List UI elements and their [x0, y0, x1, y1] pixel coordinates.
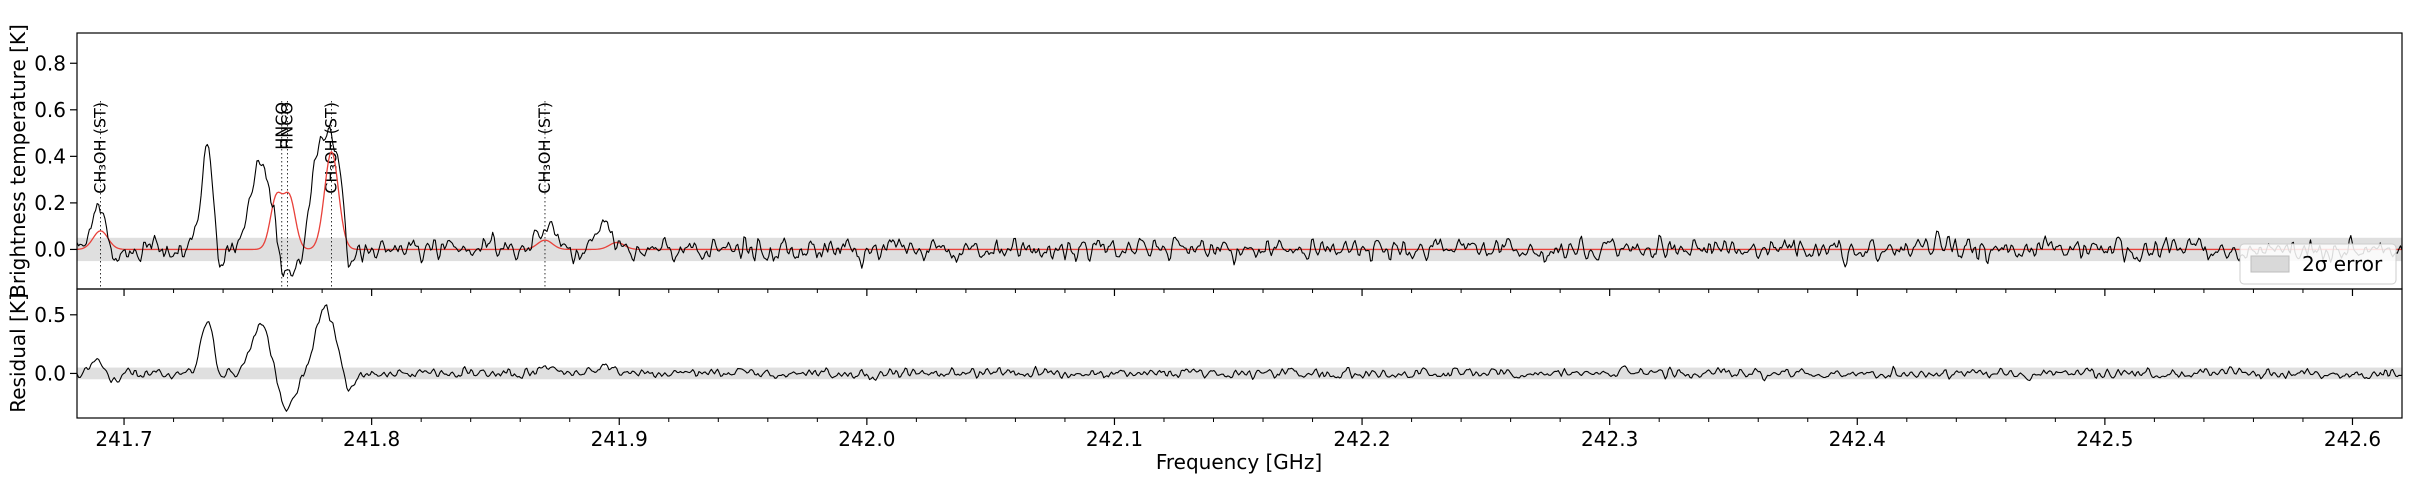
y-tick-label: 0.6 [34, 98, 66, 122]
observed-spectrum [76, 126, 2403, 277]
y-tick-label: 0.0 [34, 237, 66, 261]
observed-line [76, 126, 2403, 277]
x-tick-label: 242.1 [1086, 427, 1143, 451]
y-tick-label: 0.0 [34, 361, 66, 385]
spectrum-y-axis-title: Brightness temperature [K] [6, 24, 30, 298]
legend-box [2239, 243, 2397, 285]
model-spectrum [76, 151, 2402, 251]
residual-x-ticks: 241.7 241.8 241.9 242.0 242.1 242.2 242.3 242.4… [95, 418, 2381, 451]
y-tick-label: 0.2 [34, 191, 66, 215]
spectrum-x-ticks [123, 289, 2354, 296]
x-tick-label: 242.3 [1581, 427, 1638, 451]
spectrum-y-ticks: 0.0 0.2 0.4 0.6 0.8 [34, 51, 77, 261]
residual-y-axis-title: Residual [K] [6, 293, 30, 413]
x-tick-label: 242.6 [2324, 427, 2381, 451]
y-tick-label: 0.5 [34, 303, 66, 327]
line-id-label: CH₃OH (ST) [91, 102, 110, 194]
residual-spectrum [76, 304, 2403, 412]
x-tick-label: 242.2 [1333, 427, 1390, 451]
y-tick-label: 0.4 [34, 144, 66, 168]
x-tick-label: 241.7 [95, 427, 152, 451]
x-tick-label: 241.9 [591, 427, 648, 451]
legend-label: 2σ error [2302, 252, 2383, 276]
residual-panel: 0.0 0.5 241.7 241.8 241.9 242.0 242.1 242.2 242… [6, 288, 2403, 474]
residual-axes-frame [76, 288, 2403, 419]
line-id-label: HNCO [277, 102, 296, 150]
residual-y-ticks: 0.0 0.5 [34, 303, 77, 385]
legend: 2σ error [2239, 243, 2397, 285]
x-tick-label: 242.5 [2076, 427, 2133, 451]
y-tick-label: 0.8 [34, 51, 66, 75]
legend-swatch [2250, 255, 2290, 273]
model-line [76, 151, 2402, 251]
residual-line [76, 304, 2403, 412]
x-tick-label: 242.0 [838, 427, 895, 451]
line-id-label: CH₃OH (ST) [535, 102, 554, 194]
x-tick-label: 241.8 [343, 427, 400, 451]
x-tick-label: 242.4 [1829, 427, 1886, 451]
x-axis-title: Frequency [GHz] [1156, 450, 1322, 474]
line-id-label: HNCO [272, 102, 291, 150]
